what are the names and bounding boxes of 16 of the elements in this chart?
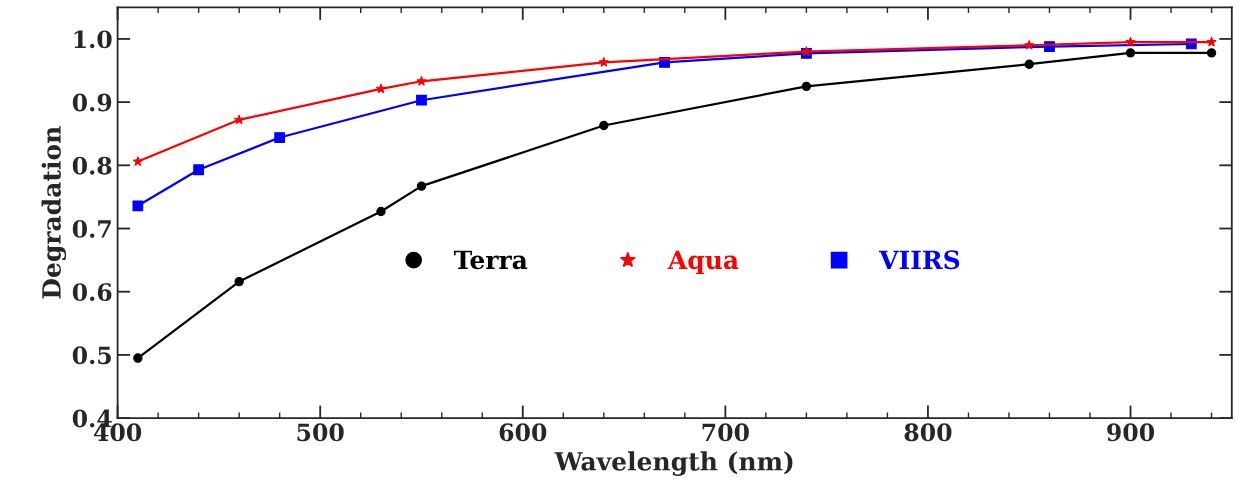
legend-label: Aqua — [667, 250, 739, 275]
y-tick-label: 0.9 — [72, 93, 112, 112]
legend-label: Terra — [453, 250, 528, 270]
x-tick-label: 700 — [702, 423, 749, 442]
x-axis-title: Wavelength (nm) — [554, 451, 793, 476]
y-tick-label: 1.0 — [74, 30, 112, 49]
y-tick-label: 0.6 — [72, 283, 112, 302]
x-tick-label: 600 — [499, 423, 547, 442]
y-tick-label: 0.5 — [72, 346, 111, 365]
x-tick-label: 500 — [297, 423, 344, 442]
y-tick-label: 0.7 — [72, 219, 111, 238]
x-tick-label: 800 — [904, 423, 952, 442]
y-tick-label: 0.8 — [72, 156, 112, 175]
x-tick-label: 900 — [1107, 423, 1155, 442]
legend-label: VIIRS — [878, 250, 960, 270]
y-axis-title: Degradation — [41, 126, 67, 299]
